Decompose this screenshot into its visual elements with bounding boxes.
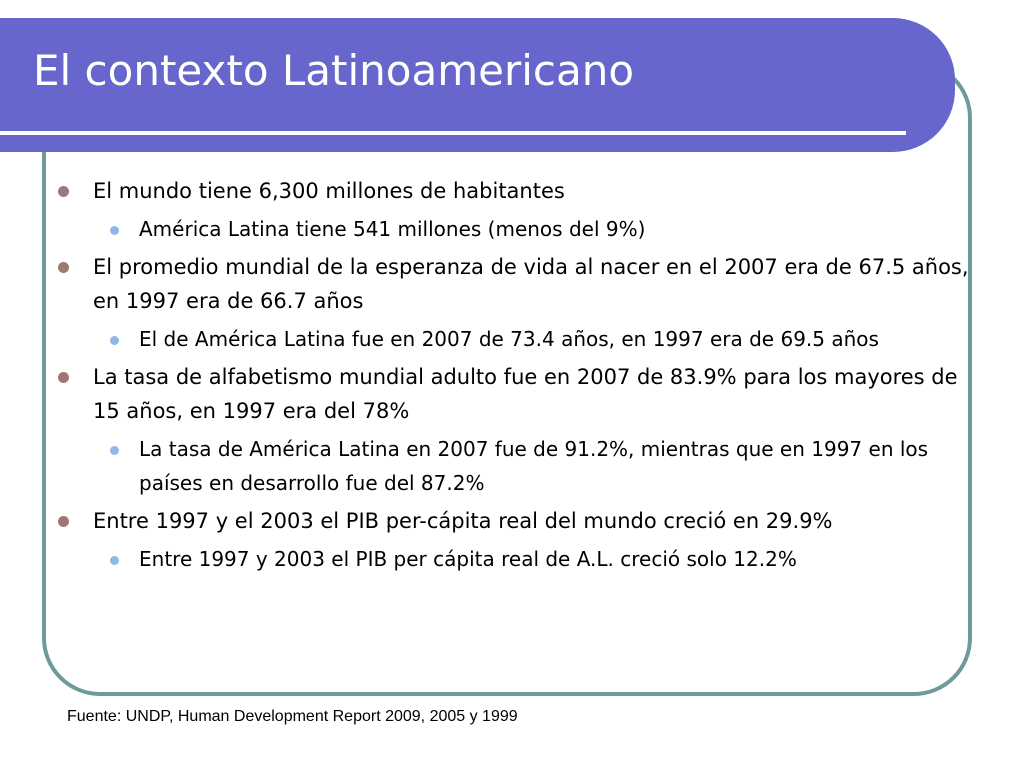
bullet-text: El mundo tiene 6,300 millones de habitan…: [93, 179, 565, 203]
content-frame: [42, 60, 972, 696]
sub-bullet-text: América Latina tiene 541 millones (menos…: [139, 217, 646, 241]
sub-bullet-dot-icon: [110, 446, 119, 455]
source-footnote: Fuente: UNDP, Human Development Report 2…: [67, 708, 518, 725]
bullet-list: El mundo tiene 6,300 millones de habitan…: [55, 170, 985, 576]
bullet-item: El mundo tiene 6,300 millones de habitan…: [55, 174, 985, 208]
title-banner: [0, 18, 955, 152]
sub-bullet-item: Entre 1997 y 2003 el PIB per cápita real…: [55, 542, 985, 576]
bullet-dot-icon: [58, 262, 69, 273]
bullet-dot-icon: [58, 372, 69, 383]
sub-bullet-item: El de América Latina fue en 2007 de 73.4…: [55, 322, 985, 356]
bullet-item: Entre 1997 y el 2003 el PIB per-cápita r…: [55, 504, 985, 538]
bullet-text: La tasa de alfabetismo mundial adulto fu…: [93, 365, 958, 423]
slide-title: El contexto Latinoamericano: [33, 46, 635, 95]
sub-bullet-text: El de América Latina fue en 2007 de 73.4…: [139, 327, 879, 351]
sub-bullet-item: La tasa de América Latina en 2007 fue de…: [55, 432, 985, 500]
sub-bullet-dot-icon: [110, 556, 119, 565]
sub-bullet-item: América Latina tiene 541 millones (menos…: [55, 212, 985, 246]
bullet-item: La tasa de alfabetismo mundial adulto fu…: [55, 360, 985, 428]
bullet-item: El promedio mundial de la esperanza de v…: [55, 250, 985, 318]
sub-bullet-dot-icon: [110, 336, 119, 345]
bullet-text: El promedio mundial de la esperanza de v…: [93, 255, 969, 313]
sub-bullet-text: La tasa de América Latina en 2007 fue de…: [139, 437, 929, 495]
sub-bullet-text: Entre 1997 y 2003 el PIB per cápita real…: [139, 547, 797, 571]
bullet-dot-icon: [58, 186, 69, 197]
bullet-dot-icon: [58, 516, 69, 527]
sub-bullet-dot-icon: [110, 226, 119, 235]
bullet-text: Entre 1997 y el 2003 el PIB per-cápita r…: [93, 509, 833, 533]
title-underline: [0, 131, 906, 135]
